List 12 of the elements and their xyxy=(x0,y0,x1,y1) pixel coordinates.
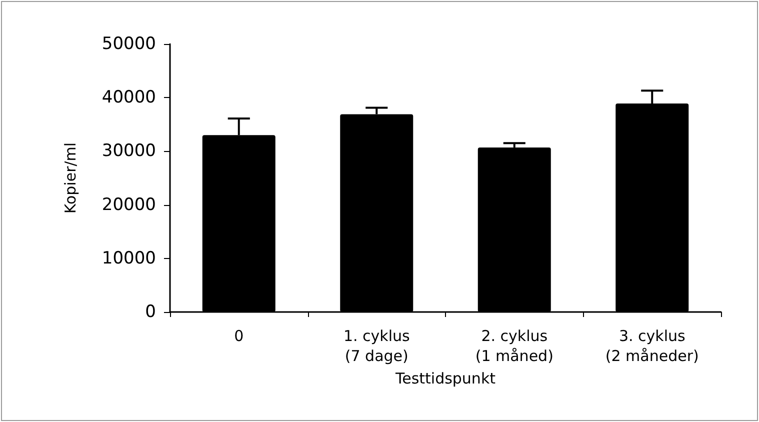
y-tick-label: 40000 xyxy=(102,88,156,108)
x-tick-label: 0 xyxy=(234,327,244,345)
y-tick-label: 30000 xyxy=(102,141,156,162)
x-tick-label: 2. cyklus (1 måned) xyxy=(475,327,554,365)
x-axis-title: Testtidspunkt xyxy=(394,369,496,388)
y-tick-label: 0 xyxy=(145,302,156,322)
x-tick-label: 3. cyklus (2 måneder) xyxy=(605,327,699,365)
y-tick-label: 20000 xyxy=(102,194,156,215)
x-tick-label: 1. cyklus (7 dage) xyxy=(343,327,410,365)
y-tick-label: 10000 xyxy=(102,248,156,268)
y-tick-label: 50000 xyxy=(102,34,156,54)
y-axis-title: Kopier/ml xyxy=(62,142,80,214)
